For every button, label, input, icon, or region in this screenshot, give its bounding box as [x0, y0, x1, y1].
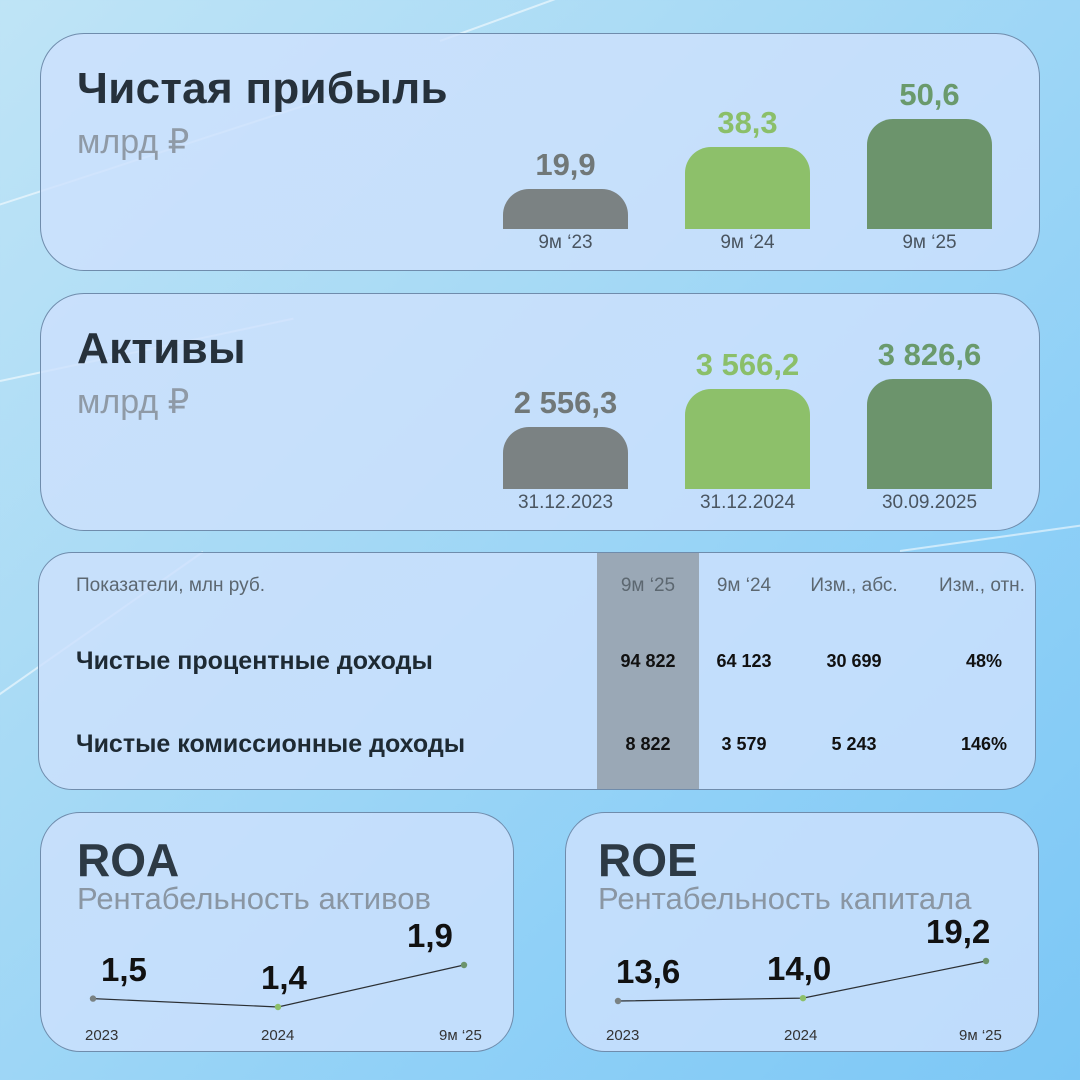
bar-value-label: 3 566,2 — [695, 346, 800, 382]
bar-category-label: 9м ‘25 — [902, 232, 957, 253]
bar-value-label: 50,6 — [899, 77, 960, 112]
bar-category-label: 30.09.2025 — [881, 492, 978, 513]
roa-title: ROA — [77, 834, 180, 886]
bar — [867, 379, 992, 489]
bar-value-label: 38,3 — [717, 105, 778, 141]
roe-x-label: 2023 — [606, 1027, 640, 1044]
roa-subtitle: Рентабельность активов — [77, 881, 431, 916]
income-table-card: Показатели, млн руб. 9м ‘25 9м ‘24 Изм.,… — [38, 552, 1036, 790]
roa-point — [274, 1003, 282, 1011]
bar-value-label: 2 556,3 — [513, 385, 618, 420]
bar-category-label: 9м ‘23 — [538, 232, 593, 253]
table-cell: 5 243 — [831, 734, 877, 754]
table-header-label: Показатели, млн руб. — [76, 575, 265, 596]
roe-x-label: 9м ‘25 — [959, 1027, 1002, 1044]
assets-card: Активы млрд ₽ 2 556,3 31.12.2023 3 566,2 31… — [40, 293, 1040, 531]
roa-line-svg — [89, 961, 468, 1011]
roa-x-label: 2024 — [261, 1027, 295, 1044]
roa-point-label: 1,9 — [407, 917, 453, 954]
bar — [503, 189, 628, 229]
assets-title: Активы — [77, 324, 246, 373]
table-cell: 8 822 — [625, 734, 671, 754]
roa-card: ROA Рентабельность активов 1,5 2023 1,4 202… — [40, 812, 514, 1052]
roe-point — [614, 997, 622, 1005]
table-header-rel: Изм., отн. — [939, 575, 1025, 596]
table-row-label: Чистые процентные доходы — [76, 647, 433, 675]
table-cell: 146% — [960, 734, 1008, 754]
roe-subtitle: Рентабельность капитала — [598, 881, 972, 916]
bar — [685, 147, 810, 229]
roa-x-label: 9м ‘25 — [439, 1027, 482, 1044]
bar-value-label: 3 826,6 — [877, 337, 982, 372]
roe-point-label: 14,0 — [767, 950, 832, 988]
table-cell: 3 579 — [721, 734, 767, 754]
roe-point-label: 19,2 — [926, 913, 991, 950]
roe-card: ROE Рентабельность капитала 13,6 2023 14,0… — [565, 812, 1039, 1052]
roe-point-label: 13,6 — [616, 953, 681, 990]
roa-point — [460, 961, 468, 969]
roe-point — [982, 957, 990, 965]
roe-title: ROE — [598, 834, 698, 886]
roa-x-label: 2023 — [85, 1027, 119, 1044]
bar — [503, 427, 628, 489]
net-profit-title: Чистая прибыль — [77, 64, 448, 113]
assets-unit: млрд ₽ — [77, 383, 190, 421]
roe-point — [799, 994, 807, 1002]
net-profit-card: Чистая прибыль млрд ₽ 19,9 9м ‘23 38,3 9м ‘… — [40, 33, 1040, 271]
bar — [685, 388, 810, 489]
table-cell: 64 123 — [716, 651, 772, 671]
table-cell: 94 822 — [620, 651, 676, 671]
roa-point-label: 1,5 — [101, 950, 147, 988]
bar-category-label: 9м ‘24 — [720, 232, 775, 253]
table-header-9m24: 9м ‘24 — [716, 575, 772, 596]
bar-category-label: 31.12.2024 — [699, 492, 796, 513]
roa-point — [89, 995, 97, 1002]
table-header-abs: Изм., абс. — [810, 575, 898, 596]
table-header-9m25: 9м ‘25 — [620, 575, 676, 596]
net-profit-unit: млрд ₽ — [77, 123, 190, 161]
roe-line-svg — [614, 957, 990, 1005]
bar-value-label: 19,9 — [535, 147, 596, 182]
table-cell: 30 699 — [826, 651, 882, 671]
table-row-label: Чистые комиссионные доходы — [76, 730, 466, 758]
bar — [867, 119, 992, 229]
highlight-column — [597, 553, 699, 789]
bar-category-label: 31.12.2023 — [517, 492, 614, 513]
table-cell: 48% — [965, 651, 1003, 671]
roa-point-label: 1,4 — [261, 959, 307, 996]
roe-x-label: 2024 — [784, 1027, 818, 1044]
